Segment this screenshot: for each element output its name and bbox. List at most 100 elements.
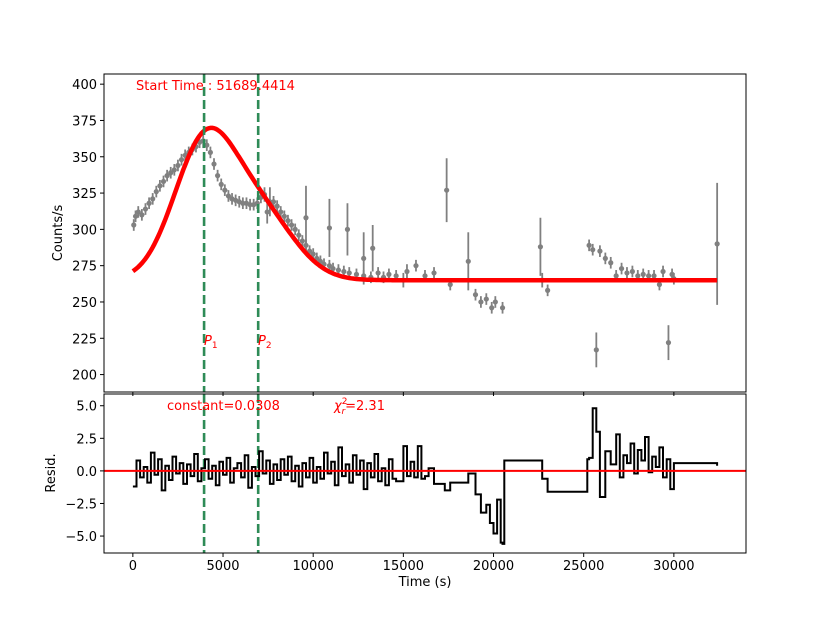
- residuals-axes-frame: [103, 393, 747, 554]
- data-point: [222, 187, 228, 193]
- data-point: [175, 162, 181, 169]
- data-point: [444, 187, 450, 193]
- data-point: [545, 287, 551, 293]
- data-point: [537, 244, 544, 250]
- data-point: [656, 281, 663, 288]
- p2-subscript: 2: [266, 341, 272, 351]
- data-point: [139, 212, 145, 218]
- light-curve-axes-frame: [103, 73, 747, 393]
- data-point: [624, 270, 630, 276]
- data-point: [714, 241, 720, 247]
- data-point: [326, 263, 333, 269]
- x-axis-label: Time (s): [398, 575, 452, 590]
- data-point: [153, 189, 159, 195]
- p1-letter: P: [204, 334, 212, 349]
- data-point: [278, 209, 284, 215]
- data-point: [292, 226, 298, 232]
- data-point: [281, 213, 287, 219]
- data-point: [413, 263, 419, 269]
- start-time-annotation: Start Time : 51689.4414: [136, 79, 295, 94]
- data-point: [204, 142, 210, 148]
- data-point: [285, 218, 291, 224]
- data-point: [375, 270, 381, 276]
- data-point: [472, 292, 479, 298]
- chi-value: =2.31: [345, 399, 385, 414]
- peak-lines-layer: [202, 74, 260, 553]
- data-point: [310, 251, 316, 257]
- data-point: [361, 255, 367, 262]
- data-point: [346, 270, 352, 276]
- data-point: [499, 305, 506, 311]
- y-tick-label: 2.5: [76, 432, 97, 447]
- data-point: [288, 222, 295, 228]
- chi-superscript: 2: [342, 397, 348, 407]
- data-point: [326, 225, 333, 231]
- p2-label: P2: [258, 334, 272, 351]
- data-point: [171, 167, 177, 173]
- data-point: [135, 209, 141, 215]
- data-point: [393, 273, 399, 279]
- data-point: [225, 193, 232, 199]
- data-point: [240, 200, 246, 206]
- y-tick-label: 0.0: [76, 465, 97, 480]
- x-tick-label: 5000: [206, 559, 239, 574]
- y-tick-label: 225: [72, 332, 97, 347]
- light-curve-panel: 200 225 250 275 300 325 350 375 400 Counts/s Sta…: [51, 73, 747, 553]
- model-curve-layer: [131, 125, 718, 283]
- data-point: [590, 247, 596, 253]
- model-curve: [131, 125, 718, 283]
- x-tick-label: 30000: [653, 559, 694, 574]
- y-tick-label: 350: [72, 151, 97, 166]
- y-tick-label: 275: [72, 260, 97, 275]
- residuals-data-layer: [132, 407, 719, 545]
- data-point: [492, 299, 498, 305]
- chi-symbol: χ: [333, 399, 343, 414]
- data-point: [218, 181, 224, 187]
- data-point: [330, 265, 336, 272]
- data-point: [131, 222, 137, 228]
- data-point: [465, 258, 471, 264]
- data-point: [168, 170, 174, 176]
- data-point: [341, 268, 347, 275]
- data-point: [651, 273, 657, 279]
- data-point: [618, 265, 625, 272]
- data-point: [146, 200, 152, 206]
- data-point: [431, 270, 437, 276]
- p1-subscript: 1: [212, 341, 218, 351]
- data-point: [593, 347, 599, 353]
- data-point: [586, 242, 592, 248]
- chi-square-annotation: χ2 r=2.31: [333, 397, 385, 417]
- constant-annotation: constant=0.0308: [167, 399, 280, 414]
- data-point: [370, 245, 376, 251]
- residuals-x-ticks: 0 5000 10000 15000 20000 25000 30000: [129, 553, 695, 574]
- data-point: [335, 267, 342, 273]
- data-point: [635, 273, 641, 279]
- residuals-panel: −5.0 −2.5 0.0 2.5 5.0 0 5000 10000 15000 20000 25…: [44, 393, 747, 590]
- y-tick-label: 375: [72, 114, 97, 129]
- data-point: [597, 248, 603, 254]
- data-point: [132, 213, 139, 219]
- y-tick-label: 250: [72, 296, 97, 311]
- data-point: [142, 206, 149, 212]
- p1-label: P1: [204, 334, 218, 351]
- x-tick-label: 15000: [383, 559, 424, 574]
- data-point: [211, 161, 217, 167]
- y-tick-label: −5.0: [65, 530, 97, 545]
- residuals-y-ticks: −5.0 −2.5 0.0 2.5 5.0: [65, 400, 104, 545]
- data-point: [207, 149, 213, 156]
- data-point: [660, 268, 666, 275]
- chi-subscript: r: [341, 407, 346, 417]
- data-point: [447, 281, 453, 288]
- data-point: [344, 226, 351, 232]
- residual-step-line: [132, 407, 719, 545]
- y-tick-label: 200: [72, 369, 97, 384]
- data-point: [264, 209, 270, 215]
- data-point: [303, 215, 309, 221]
- data-point: [270, 199, 277, 205]
- data-point: [164, 173, 170, 179]
- data-point: [404, 268, 410, 275]
- data-point: [602, 255, 608, 262]
- data-point: [478, 299, 484, 305]
- y-tick-label: 5.0: [76, 400, 97, 415]
